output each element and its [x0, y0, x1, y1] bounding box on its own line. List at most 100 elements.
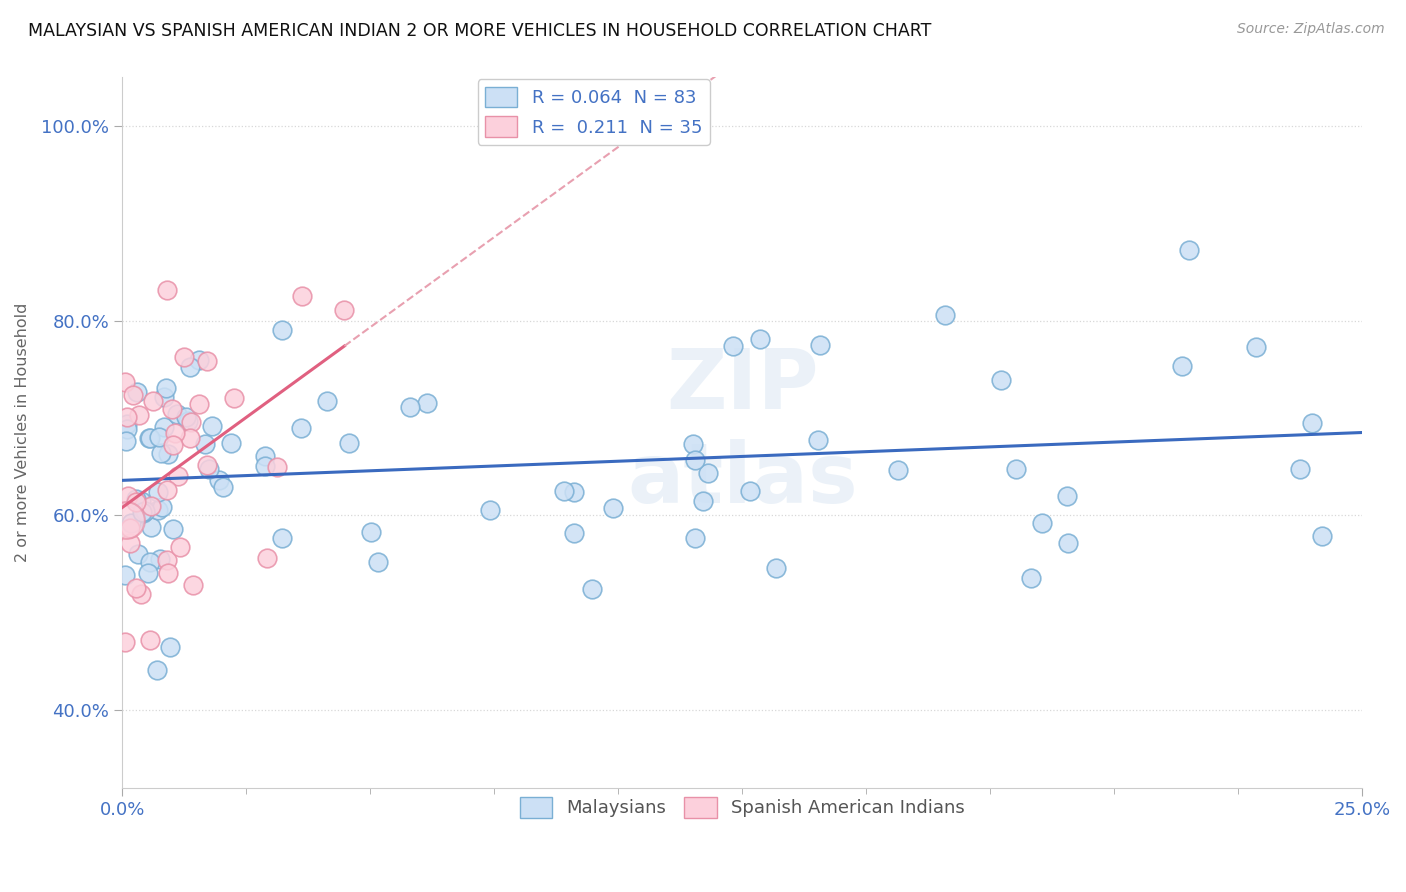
Point — [156, 283, 179, 297]
Point — [114, 376, 136, 390]
Point — [1031, 516, 1053, 531]
Point — [115, 513, 138, 527]
Point — [195, 353, 218, 368]
Point — [198, 462, 221, 476]
Point — [152, 420, 174, 434]
Point — [692, 494, 714, 508]
Point — [166, 468, 188, 483]
Point — [146, 503, 169, 517]
Point — [683, 531, 706, 545]
Point — [152, 390, 174, 404]
Point — [157, 447, 180, 461]
Point — [333, 302, 356, 317]
Point — [169, 541, 191, 555]
Point — [162, 522, 184, 536]
Point — [271, 531, 294, 545]
Point — [1056, 489, 1078, 503]
Text: Source: ZipAtlas.com: Source: ZipAtlas.com — [1237, 22, 1385, 37]
Point — [148, 485, 170, 500]
Point — [156, 553, 179, 567]
Legend: Malaysians, Spanish American Indians: Malaysians, Spanish American Indians — [512, 789, 973, 825]
Point — [115, 434, 138, 448]
Point — [125, 491, 148, 506]
Point — [155, 382, 177, 396]
Point — [201, 418, 224, 433]
Point — [174, 410, 197, 425]
Point — [1004, 462, 1026, 476]
Point — [120, 516, 142, 530]
Point — [208, 473, 231, 487]
Point — [115, 417, 138, 432]
Point — [129, 493, 152, 508]
Point — [1244, 340, 1267, 354]
Point — [121, 388, 143, 402]
Point — [1178, 243, 1201, 257]
Point — [114, 634, 136, 648]
Point — [138, 632, 160, 647]
Point — [254, 449, 277, 463]
Point — [129, 587, 152, 601]
Point — [136, 566, 159, 580]
Point — [291, 289, 314, 303]
Text: MALAYSIAN VS SPANISH AMERICAN INDIAN 2 OR MORE VEHICLES IN HOUSEHOLD CORRELATION: MALAYSIAN VS SPANISH AMERICAN INDIAN 2 O… — [28, 22, 932, 40]
Point — [125, 495, 148, 509]
Point — [152, 500, 174, 514]
Point — [117, 489, 139, 503]
Point — [173, 350, 195, 364]
Point — [139, 555, 162, 569]
Point — [765, 561, 787, 575]
Point — [195, 458, 218, 472]
Point — [562, 525, 585, 540]
Point — [156, 483, 179, 497]
Point — [177, 414, 200, 428]
Point — [682, 437, 704, 451]
Point — [808, 338, 831, 352]
Point — [114, 568, 136, 582]
Point — [1288, 462, 1310, 476]
Point — [478, 502, 501, 516]
Point — [162, 438, 184, 452]
Point — [187, 396, 209, 410]
Point — [254, 458, 277, 473]
Point — [181, 578, 204, 592]
Point — [115, 410, 138, 425]
Point — [1301, 417, 1323, 431]
Point — [886, 462, 908, 476]
Point — [738, 483, 761, 498]
Point — [224, 392, 246, 406]
Point — [721, 339, 744, 353]
Point — [157, 566, 180, 580]
Point — [749, 333, 772, 347]
Point — [683, 452, 706, 467]
Point — [315, 394, 337, 409]
Point — [562, 484, 585, 499]
Point — [141, 499, 163, 513]
Point — [219, 436, 242, 450]
Point — [1019, 571, 1042, 585]
Point — [290, 421, 312, 435]
Point — [131, 507, 153, 521]
Point — [120, 535, 142, 549]
Point — [148, 430, 170, 444]
Point — [131, 505, 153, 519]
Point — [194, 437, 217, 451]
Point — [125, 385, 148, 400]
Point — [367, 555, 389, 569]
Point — [139, 431, 162, 445]
Point — [128, 408, 150, 422]
Point — [990, 373, 1012, 387]
Point — [142, 393, 165, 408]
Point — [160, 401, 183, 416]
Point — [120, 521, 142, 535]
Point — [139, 520, 162, 534]
Point — [145, 663, 167, 677]
Point — [149, 446, 172, 460]
Point — [179, 431, 201, 445]
Point — [697, 466, 720, 480]
Text: ZIP
atlas: ZIP atlas — [627, 345, 858, 520]
Point — [270, 323, 292, 337]
Point — [134, 504, 156, 518]
Y-axis label: 2 or more Vehicles in Household: 2 or more Vehicles in Household — [15, 303, 30, 562]
Point — [127, 547, 149, 561]
Point — [138, 431, 160, 445]
